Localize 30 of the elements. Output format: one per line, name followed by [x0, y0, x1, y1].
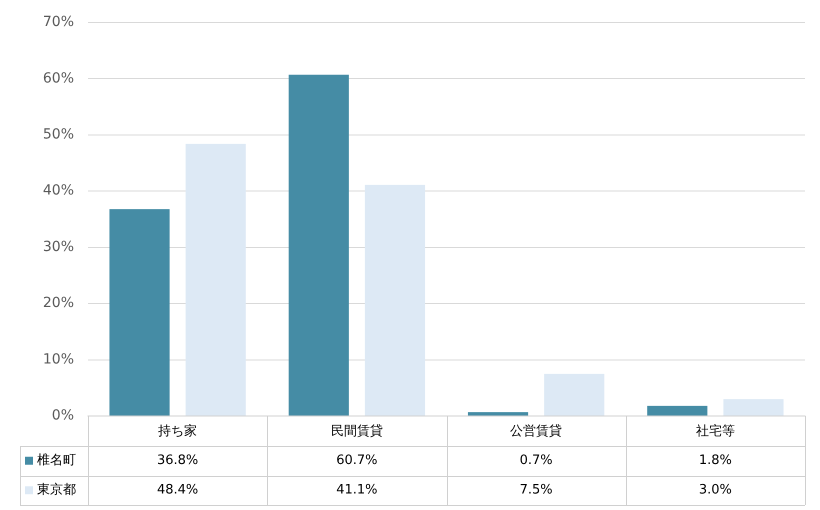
x-tick-label: 持ち家 [158, 423, 198, 440]
y-tick-label: 70% [42, 14, 74, 30]
bar [109, 209, 170, 416]
data-label: 1.8% [698, 453, 732, 468]
bar [544, 374, 604, 416]
data-label: 36.8% [156, 453, 198, 468]
y-tick-label: 10% [42, 351, 74, 368]
y-tick-label: 30% [42, 238, 74, 255]
data-label: 3.0% [698, 482, 732, 498]
y-tick-label: 60% [42, 70, 74, 86]
legend-label: 東京都 [37, 482, 76, 498]
bar [468, 412, 528, 416]
y-tick-label: 40% [42, 182, 74, 199]
y-tick-label: 20% [42, 295, 74, 312]
data-label: 0.7% [520, 453, 553, 468]
x-tick-label: 公営賃貸 [510, 424, 562, 440]
y-tick-label: 0% [52, 408, 74, 424]
y-tick-label: 50% [42, 126, 74, 142]
bar [723, 399, 784, 416]
bar [288, 74, 349, 416]
data-label: 7.5% [520, 482, 553, 498]
bar [647, 406, 708, 416]
data-label: 48.4% [156, 482, 198, 498]
x-tick-label: 社宅等 [696, 423, 735, 440]
bar [186, 144, 246, 416]
x-tick-label: 民間賃貸 [330, 424, 383, 440]
data-label: 41.1% [336, 482, 378, 498]
bar [364, 184, 426, 416]
legend-label: 椎名町 [37, 453, 76, 468]
data-label: 60.7% [336, 453, 378, 468]
